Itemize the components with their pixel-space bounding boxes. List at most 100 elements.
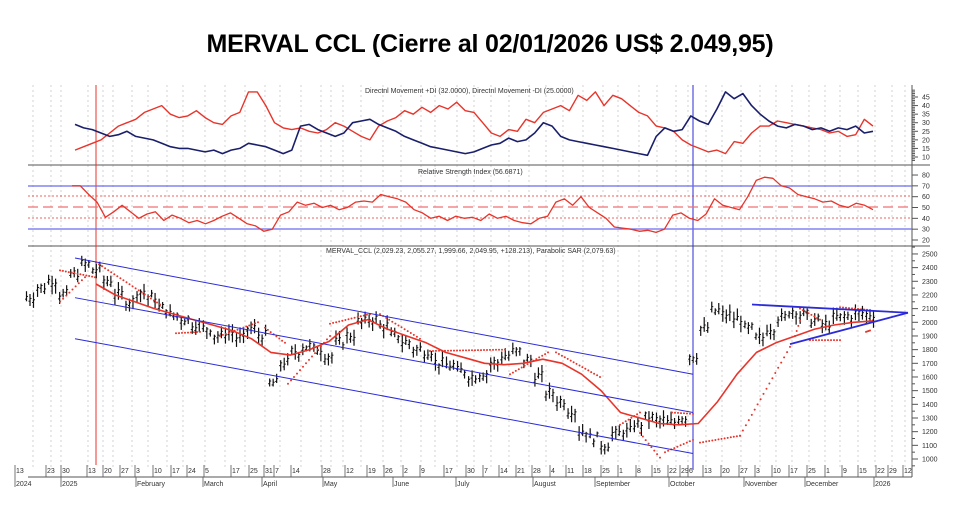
rsi-y-label: 60 (922, 194, 930, 201)
parabolic-sar-dot (705, 440, 708, 443)
parabolic-sar-dot (489, 348, 491, 351)
parabolic-sar-dot (827, 339, 829, 342)
parabolic-sar-dot (296, 372, 298, 375)
parabolic-sar-dot (801, 309, 804, 312)
parabolic-sar-dot (76, 272, 79, 275)
x-day-label: 20 (104, 468, 112, 475)
parabolic-sar-dot (656, 453, 659, 456)
x-day-label: 20 (722, 468, 730, 475)
parabolic-sar-dot (839, 339, 841, 342)
parabolic-sar-dot (338, 320, 341, 323)
parabolic-sar-dot (444, 349, 446, 352)
parabolic-sar-dot (134, 287, 137, 290)
parabolic-sar-dot (563, 356, 566, 359)
parabolic-sar-dot (584, 367, 587, 370)
parabolic-sar-dot (483, 349, 485, 351)
x-day-label: 3 (756, 468, 760, 475)
parabolic-sar-dot (362, 314, 365, 317)
x-month-label: June (394, 481, 409, 488)
parabolic-sar-dot (59, 300, 61, 303)
parabolic-sar-dot (641, 435, 644, 438)
x-month-label: September (596, 481, 631, 488)
parabolic-sar-dot (644, 439, 647, 442)
parabolic-sar-dot (544, 353, 547, 356)
parabolic-sar-dot (680, 412, 682, 415)
parabolic-sar-dot (813, 315, 816, 318)
parabolic-sar-dot (403, 328, 406, 331)
parabolic-sar-dot (587, 369, 590, 372)
parabolic-sar-dot (350, 317, 353, 320)
parabolic-sar-dot (394, 322, 397, 325)
x-day-label: 7 (484, 468, 488, 475)
parabolic-sar-dot (85, 274, 88, 277)
parabolic-sar-dot (415, 335, 418, 338)
parabolic-sar-dot (181, 331, 183, 334)
parabolic-sar-dot (756, 403, 759, 406)
parabolic-sar-dot (824, 339, 826, 342)
x-day-label: 22 (877, 468, 885, 475)
x-day-label: 25 (602, 468, 610, 475)
parabolic-sar-dot (193, 331, 195, 334)
parabolic-sar-dot (581, 366, 584, 369)
dmi-y-label: 30 (922, 120, 930, 127)
parabolic-sar-dot (816, 317, 819, 319)
parabolic-sar-dot (311, 355, 313, 358)
parabolic-sar-dot (465, 349, 467, 352)
price-y-label: 2000 (922, 320, 938, 327)
parabolic-sar-dot (221, 333, 224, 336)
parabolic-sar-dot (627, 418, 630, 421)
parabolic-sar-dot (447, 349, 449, 352)
price-y-label: 1700 (922, 361, 938, 368)
parabolic-sar-dot (557, 353, 560, 355)
parabolic-sar-dot (619, 423, 621, 426)
parabolic-sar-dot (379, 313, 381, 316)
parabolic-sar-dot (679, 444, 682, 447)
parabolic-sar-dot (70, 271, 73, 274)
parabolic-sar-dot (596, 374, 599, 377)
parabolic-sar-dot (308, 358, 310, 361)
parabolic-sar-dot (269, 331, 272, 334)
parabolic-sar-dot (560, 354, 563, 357)
x-day-label: 30 (62, 468, 70, 475)
parabolic-sar-dot (98, 263, 100, 266)
channel-upper-line (74, 257, 694, 375)
x-day-label: 12 (904, 468, 912, 475)
parabolic-sar-dot (326, 338, 328, 341)
parabolic-sar-dot (647, 442, 650, 445)
x-day-label: 14 (292, 468, 300, 475)
parabolic-sar-dot (143, 293, 146, 296)
x-day-label: 25 (250, 468, 258, 475)
parabolic-sar-dot (305, 362, 307, 365)
parabolic-sar-dot (653, 449, 656, 452)
parabolic-sar-dot (735, 435, 738, 438)
parabolic-sar-dot (74, 285, 77, 288)
parabolic-sar-dot (199, 330, 201, 333)
parabolic-sar-dot (107, 269, 110, 272)
x-day-label: 19 (368, 468, 376, 475)
parabolic-sar-dot (65, 294, 68, 297)
parabolic-sar-dot (486, 349, 488, 351)
parabolic-sar-dot (116, 275, 119, 278)
parabolic-sar-dot (332, 321, 335, 324)
parabolic-sar-dot (462, 349, 464, 352)
parabolic-sar-dot (765, 387, 768, 390)
triangle-lower-line (789, 311, 909, 346)
parabolic-sar-dot (68, 291, 71, 294)
parabolic-sar-dot (711, 439, 714, 442)
parabolic-sar-dot (84, 276, 86, 279)
parabolic-sar-dot (275, 335, 278, 338)
parabolic-sar-dot (714, 439, 717, 441)
parabolic-sar-dot (682, 443, 685, 445)
price-panel-label: MERVAL_CCL (2,029.23, 2,055.27, 1,999.66… (326, 248, 616, 255)
parabolic-sar-dot (248, 324, 251, 327)
parabolic-sar-dot (759, 398, 762, 401)
parabolic-sar-dot (190, 331, 192, 334)
x-day-label: 12 (346, 468, 354, 475)
rsi-panel-label: Relative Strength Index (56.6871) (418, 169, 523, 176)
parabolic-sar-dot (833, 339, 835, 342)
parabolic-sar-dot (356, 316, 359, 318)
parabolic-sar-dot (783, 356, 786, 359)
parabolic-sar-dot (692, 412, 694, 415)
parabolic-sar-dot (566, 357, 569, 360)
